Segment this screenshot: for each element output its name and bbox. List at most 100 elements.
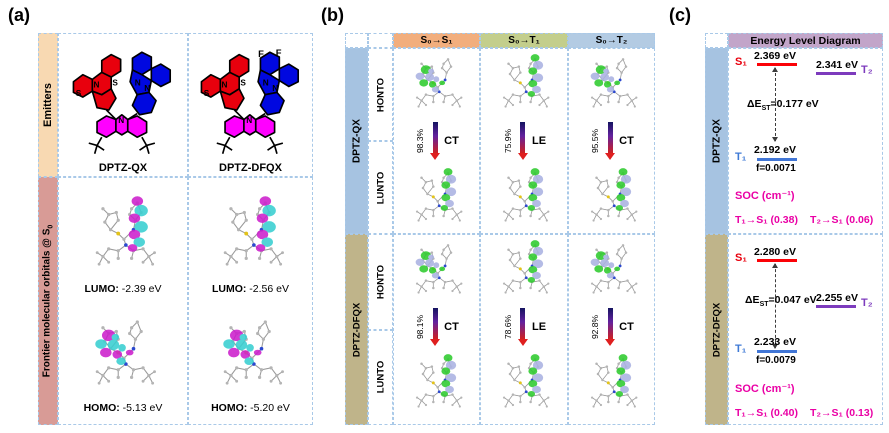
panel-b: S₀→S₁ S₀→T₁ S₀→T₂ DPTZ-QX HONTO LUNTO 98… <box>345 33 655 425</box>
lunto-orbital-image <box>490 163 558 233</box>
soc-t2-s1: T₂→S₁ (0.06) <box>809 214 874 226</box>
col-header-s0-t2: S₀→T₂ <box>568 33 655 48</box>
section-row-header: DPTZ-DFQX <box>705 234 728 425</box>
soc-values: T₁→S₁ (0.40) T₂→S₁ (0.13) <box>735 407 873 419</box>
transition-type: LE <box>531 135 547 147</box>
panel-c: Energy Level Diagram DPTZ-QX 2.369 eV S₁… <box>705 33 883 425</box>
section-dptz-dfqx: DPTZ-DFQX HONTO LUNTO 98.1% CT 78.6% <box>345 234 655 425</box>
energy-diagram-header: Energy Level Diagram <box>728 33 883 48</box>
transition-arrow-icon <box>605 308 616 346</box>
panel-b-label: (b) <box>321 5 344 25</box>
transition-arrow-icon <box>430 122 441 160</box>
delta-est-value: ΔEST=0.047 eV <box>745 294 817 309</box>
delta-est-arrow-icon <box>772 263 778 349</box>
panel-a: Emitters Frontier molecular orbitals @ S… <box>38 33 313 425</box>
header-spacer <box>705 33 728 48</box>
t1-state-label: T₁ <box>735 151 747 163</box>
nto-cell-s0s1: 98.1% CT <box>393 234 480 425</box>
emitters-row-header: Emitters <box>38 33 58 177</box>
soc-values: T₁→S₁ (0.38) T₂→S₁ (0.06) <box>735 214 873 226</box>
t2-energy-value: 2.255 eV <box>815 292 859 304</box>
t1-level-line <box>757 350 797 353</box>
t2-state-label: T₂ <box>861 64 873 76</box>
soc-t2-s1: T₂→S₁ (0.13) <box>809 407 874 419</box>
panel-a-label: (a) <box>8 5 30 25</box>
honto-orbital-image <box>578 49 646 119</box>
emitters-row-header-label: Emitters <box>42 82 54 128</box>
transition-type: CT <box>444 321 459 333</box>
honto-orbital-image <box>490 49 558 119</box>
panel-c-label: (c) <box>669 5 691 25</box>
s1-level-line <box>757 63 797 66</box>
fmo-cell-dptz-dfqx: LUMO: -2.56 eV HOMO: -5.20 eV <box>188 177 313 425</box>
lunto-orbital-image <box>403 163 471 233</box>
honto-row-header: HONTO <box>368 234 393 330</box>
nto-cell-s0s1: 98.3% CT <box>393 48 480 234</box>
delta-est-arrow-icon <box>772 67 778 142</box>
lumo-orbital-image <box>208 189 294 281</box>
honto-row-header: HONTO <box>368 48 393 141</box>
header-spacer <box>345 33 368 48</box>
lunto-orbital-image <box>578 163 646 233</box>
nto-cell-s0t1: 75.9% LE <box>480 48 568 234</box>
nto-cell-s0t1: 78.6% LE <box>480 234 568 425</box>
lumo-label: LUMO: -2.56 eV <box>211 282 290 295</box>
dptz-dfqx-structure-image <box>192 45 310 161</box>
lumo-label: LUMO: -2.39 eV <box>84 282 162 295</box>
transition-arrow-icon <box>517 308 528 346</box>
s1-state-label: S₁ <box>735 252 747 264</box>
soc-header: SOC (cm⁻¹) <box>735 190 795 202</box>
fmo-row-header: Frontier molecular orbitals @ S0 <box>38 177 58 425</box>
t1-energy-value: 2.233 eV <box>753 336 797 348</box>
energy-section-dptz-qx: DPTZ-QX 2.369 eV S₁ 2.341 eV T₂ ΔEST=0.1… <box>705 48 883 234</box>
emitter-cell-dptz-dfqx: DPTZ-DFQX <box>188 33 313 177</box>
fmo-cell-dptz-qx: LUMO: -2.39 eV HOMO: -5.13 eV <box>58 177 188 425</box>
transition-arrow-icon <box>517 122 528 160</box>
section-dptz-qx: DPTZ-QX HONTO LUNTO 98.3% CT 75.9% <box>345 48 655 234</box>
oscillator-strength: f=0.0079 <box>756 355 796 366</box>
section-row-header: DPTZ-QX <box>345 48 368 234</box>
homo-label: HOMO: -5.20 eV <box>211 401 290 414</box>
transition-type: CT <box>619 321 634 333</box>
nto-cell-s0t2: 92.8% CT <box>568 234 655 425</box>
soc-t1-s1: T₁→S₁ (0.38) <box>735 214 798 226</box>
lunto-row-header: LUNTO <box>368 141 393 234</box>
transition-type: CT <box>619 135 634 147</box>
soc-header: SOC (cm⁻¹) <box>735 383 795 395</box>
s1-state-label: S₁ <box>735 56 747 68</box>
honto-orbital-image <box>403 235 471 305</box>
honto-orbital-image <box>578 235 646 305</box>
s1-level-line <box>757 259 797 262</box>
t2-energy-value: 2.341 eV <box>815 59 859 71</box>
honto-orbital-image <box>403 49 471 119</box>
fmo-row-header-label: Frontier molecular orbitals @ S0 <box>41 224 55 378</box>
emitter-cell-dptz-qx: DPTZ-QX <box>58 33 188 177</box>
transition-arrow-icon <box>430 308 441 346</box>
dptz-qx-structure-image <box>64 45 182 161</box>
t1-state-label: T₁ <box>735 343 747 355</box>
t2-level-line <box>816 305 856 308</box>
emitter-name: DPTZ-QX <box>98 162 148 174</box>
homo-orbital-image <box>208 308 294 400</box>
transition-percent: 75.9% <box>502 128 513 154</box>
col-header-s0-s1: S₀→S₁ <box>393 33 480 48</box>
section-row-header: DPTZ-QX <box>705 48 728 234</box>
transition-type: CT <box>444 135 459 147</box>
energy-section-dptz-dfqx: DPTZ-DFQX 2.280 eV S₁ 2.255 eV T₂ ΔEST=0… <box>705 234 883 425</box>
transition-percent: 92.8% <box>590 314 601 340</box>
transition-percent: 78.6% <box>502 314 513 340</box>
lunto-orbital-image <box>578 349 646 419</box>
lunto-orbital-image <box>403 349 471 419</box>
t2-level-line <box>816 72 856 75</box>
homo-orbital-image <box>80 308 166 400</box>
lumo-orbital-image <box>80 189 166 281</box>
oscillator-strength: f=0.0071 <box>756 163 796 174</box>
col-header-s0-t1: S₀→T₁ <box>480 33 568 48</box>
t1-level-line <box>757 158 797 161</box>
transition-percent: 98.3% <box>415 128 426 154</box>
t2-state-label: T₂ <box>861 297 873 309</box>
t1-energy-value: 2.192 eV <box>753 144 797 156</box>
header-spacer <box>368 33 393 48</box>
honto-orbital-image <box>490 235 558 305</box>
delta-est-value: ΔEST=0.177 eV <box>747 98 819 113</box>
